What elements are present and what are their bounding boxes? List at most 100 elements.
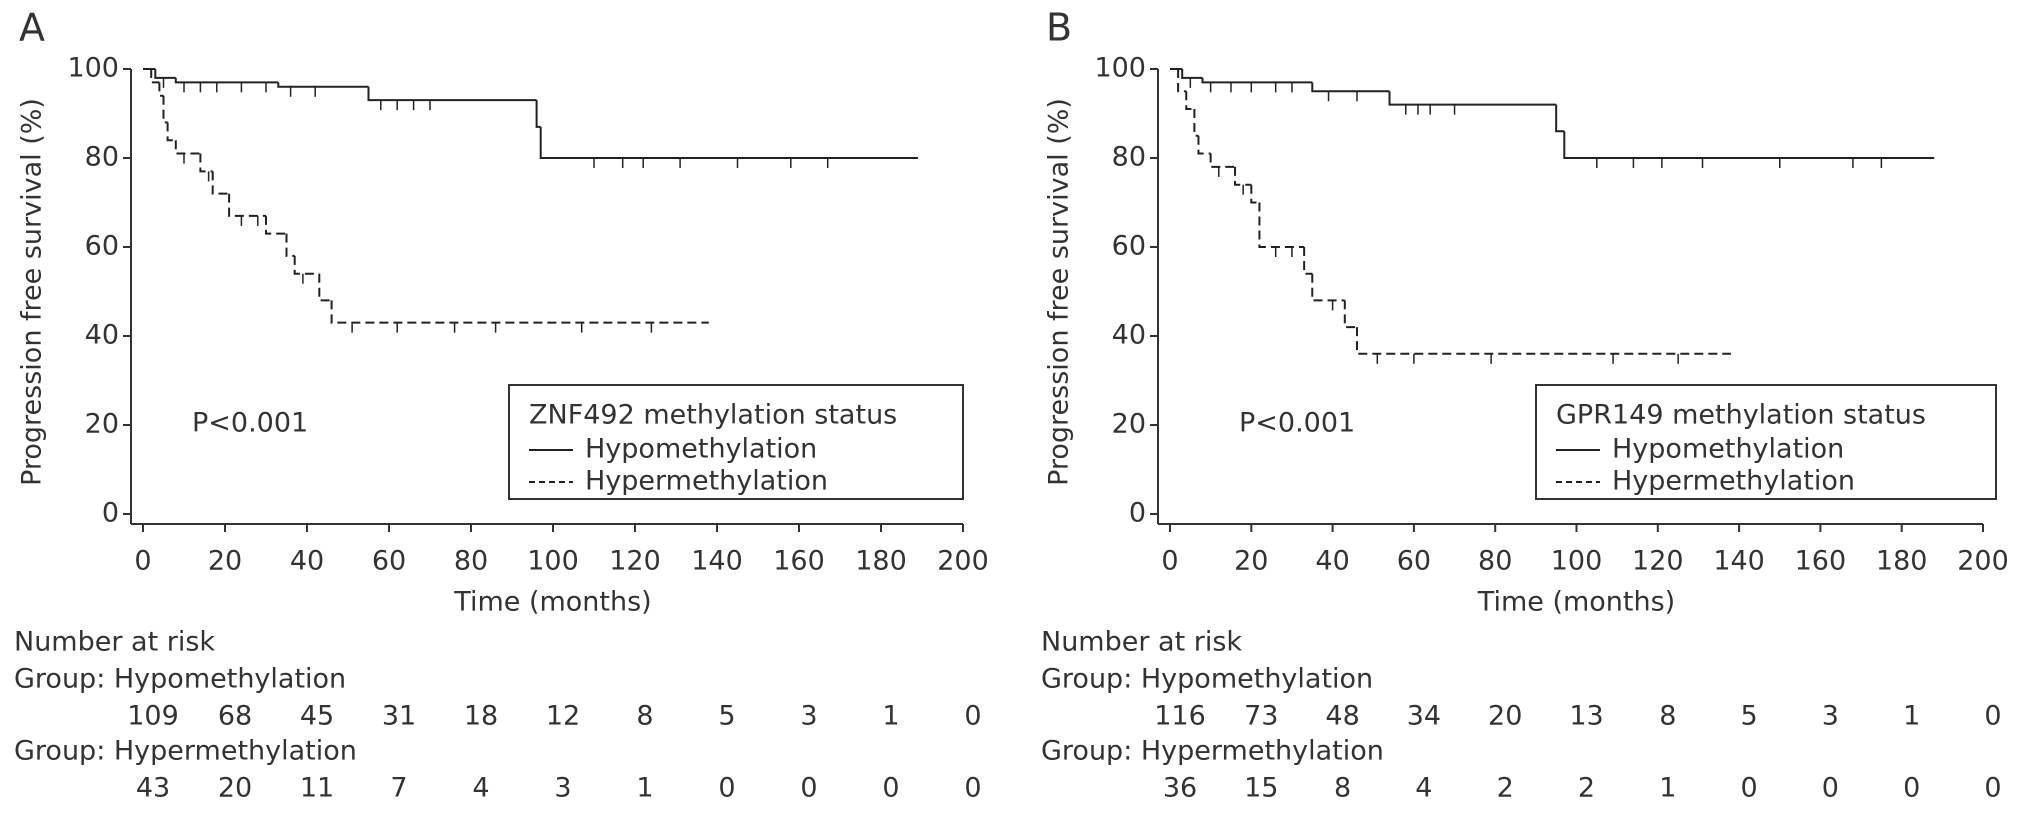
panel-label: A [19,6,45,50]
x-tick-label: 80 [454,546,488,577]
x-tick-label: 100 [1551,546,1603,577]
y-axis-label: Progression free survival (%) [17,98,48,486]
risk-count: 73 [1244,701,1278,732]
survival-step [285,233,295,257]
survival-step [1197,135,1211,155]
x-tick-label: 200 [1957,546,2009,577]
survival-step [367,86,537,102]
risk-count: 43 [136,773,170,804]
risk-title: Number at risk [1041,627,1242,658]
risk-count: 0 [800,773,817,804]
legend-label: Hypomethylation [585,434,817,465]
x-tick-label: 40 [1315,546,1349,577]
survival-step [1258,202,1305,248]
survival-step [1177,69,1187,93]
risk-count: 116 [1154,701,1206,732]
survival-step [1185,91,1195,111]
survival-step [318,273,332,302]
legend-title: ZNF492 methylation status [529,400,897,431]
survival-step [1201,77,1313,84]
x-tick-label: 180 [855,546,907,577]
risk-count: 5 [718,701,735,732]
y-axis-label: Progression free survival (%) [1044,98,1075,486]
y-tick-label: 80 [85,142,119,173]
x-tick-label: 40 [290,546,324,577]
survival-step [150,69,160,84]
x-tick-label: 100 [527,546,579,577]
x-tick-label: 60 [1397,546,1431,577]
x-tick-label: 160 [773,546,825,577]
risk-count: 1 [1903,701,1920,732]
x-axis-label: Time (months) [453,587,651,618]
y-tick-label: 100 [67,53,119,84]
risk-count: 0 [1741,773,1758,804]
survival-step [1555,104,1565,133]
survival-step [158,82,164,97]
x-tick-label: 120 [1632,546,1684,577]
risk-count: 0 [882,773,899,804]
survival-step [199,153,213,173]
risk-count: 2 [1578,773,1595,804]
y-tick-label: 20 [1112,409,1146,440]
y-tick-label: 40 [85,320,119,351]
y-tick-label: 0 [1129,498,1146,529]
survival-step [277,82,369,88]
survival-step [211,171,230,195]
survival-step [1563,131,1935,159]
risk-count: 7 [390,773,407,804]
y-tick-label: 40 [1112,320,1146,351]
x-tick-label: 20 [1234,546,1268,577]
risk-count: 0 [964,773,981,804]
risk-group-label: Group: Hypomethylation [14,664,346,695]
risk-count: 3 [1822,701,1839,732]
risk-count: 8 [1659,701,1676,732]
x-tick-label: 140 [1713,546,1765,577]
survival-step [162,95,168,124]
legend-box [1535,384,1997,500]
y-tick-label: 0 [102,498,119,529]
survival-step [1181,69,1203,79]
survival-step [1388,91,1557,106]
risk-count: 13 [1569,701,1603,732]
risk-count: 0 [1903,773,1920,804]
risk-count: 20 [1488,701,1522,732]
risk-count: 3 [800,701,817,732]
survival-step [293,255,320,275]
risk-count: 2 [1497,773,1514,804]
risk-title: Number at risk [14,627,215,658]
y-tick-label: 80 [1112,142,1146,173]
survival-step [1311,82,1390,93]
risk-count: 0 [1984,701,2001,732]
x-tick-label: 80 [1478,546,1512,577]
risk-count: 109 [127,701,179,732]
risk-count: 31 [382,701,416,732]
risk-count: 1 [1659,773,1676,804]
survival-step [1303,247,1313,275]
p-value: P<0.001 [1239,408,1355,439]
survival-step [1343,300,1357,329]
survival-step [174,140,201,155]
risk-group-label: Group: Hypermethylation [1041,736,1384,767]
x-tick-label: 0 [134,546,151,577]
x-tick-label: 180 [1876,546,1928,577]
survival-step [1250,184,1260,204]
risk-count: 3 [554,773,571,804]
risk-count: 48 [1325,701,1359,732]
survival-step [1311,273,1345,302]
survival-step [1209,153,1236,168]
x-tick-label: 140 [691,546,743,577]
survival-step [1234,166,1252,186]
survival-step [154,69,176,79]
risk-count: 0 [1984,773,2001,804]
survival-step [330,300,709,324]
risk-count: 0 [718,773,735,804]
risk-count: 0 [964,701,981,732]
legend-title: GPR149 methylation status [1556,400,1926,431]
legend-label: Hypermethylation [1612,466,1855,497]
risk-group-label: Group: Hypomethylation [1041,664,1373,695]
x-tick-label: 160 [1795,546,1847,577]
legend-label: Hypermethylation [585,466,828,497]
x-tick-label: 200 [937,546,989,577]
x-tick-label: 60 [372,546,406,577]
survival-step [1193,109,1199,137]
